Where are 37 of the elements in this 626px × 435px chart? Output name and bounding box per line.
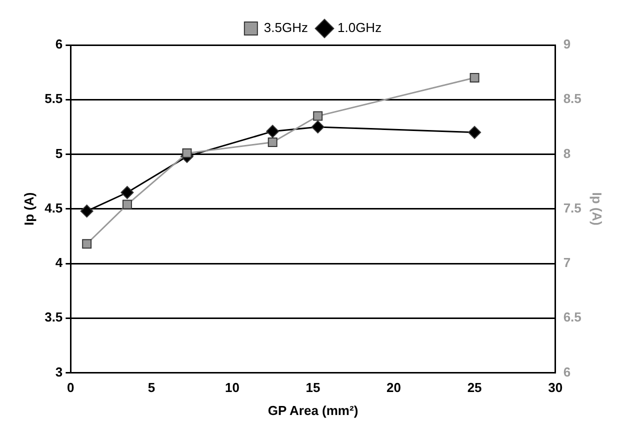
y-tick-label: 3 [55,364,63,380]
y-tick-label: 4.5 [44,200,63,216]
point [80,204,94,218]
y-axis-title: Ip (A) [21,192,36,226]
y2-tick-label: 8 [563,146,571,161]
point [470,73,480,83]
y-tick-label: 4 [55,255,64,270]
y2-tick-label: 9 [563,36,571,52]
y2-tick-label: 7 [563,255,571,270]
y2-tick-label: 8.5 [563,91,582,106]
x-tick-label: 0 [67,380,74,396]
point [311,120,324,134]
x-tick-label: 5 [148,380,156,396]
x-tick-label: 20 [386,380,402,396]
x-tick-label: 15 [306,380,320,396]
y2-tick-label: 6 [563,364,571,380]
point [182,148,192,158]
x-tick-label: 30 [548,380,563,396]
point [266,124,280,138]
y-tick-label: 5.5 [44,91,63,106]
point [122,200,132,210]
point [268,138,278,147]
y-tick-label: 6 [55,36,63,52]
y2-tick-label: 7.5 [563,200,582,216]
x-axis-title: GP Area (mm²) [268,402,358,418]
y2-axis-title: Ip (A) [590,192,605,226]
point [468,126,482,139]
x-tick-label: 25 [467,380,482,396]
point [313,111,323,121]
y-tick-label: 3.5 [44,310,63,325]
point [120,186,134,200]
legend-label: 3.5GHz [264,20,308,36]
x-tick-label: 10 [224,380,240,396]
y2-tick-label: 6.5 [563,310,582,325]
legend-label: 1.0GHz [338,20,382,36]
y-tick-label: 5 [55,146,63,161]
point [82,239,92,249]
